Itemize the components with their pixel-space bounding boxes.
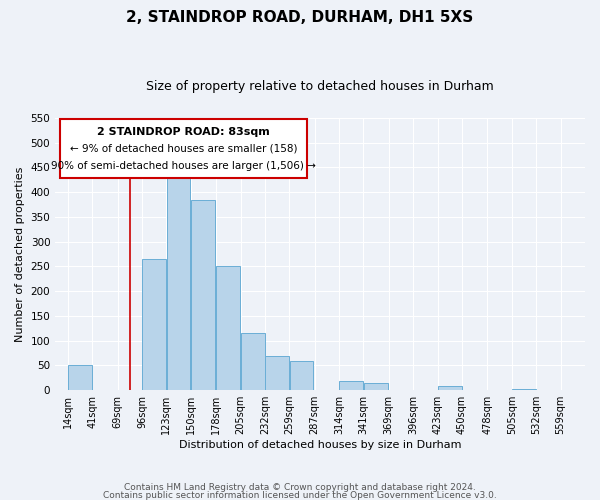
Text: ← 9% of detached houses are smaller (158): ← 9% of detached houses are smaller (158… <box>70 144 298 154</box>
Bar <box>241 333 265 390</box>
Text: Contains HM Land Registry data © Crown copyright and database right 2024.: Contains HM Land Registry data © Crown c… <box>124 483 476 492</box>
Bar <box>167 177 190 390</box>
FancyBboxPatch shape <box>61 119 307 178</box>
Bar <box>191 200 215 390</box>
Bar <box>142 259 166 390</box>
Bar <box>290 362 313 390</box>
Y-axis label: Number of detached properties: Number of detached properties <box>15 166 25 342</box>
Text: 2 STAINDROP ROAD: 83sqm: 2 STAINDROP ROAD: 83sqm <box>97 128 270 138</box>
Bar <box>438 386 461 390</box>
Bar <box>512 389 536 390</box>
Bar <box>340 382 363 390</box>
Bar <box>217 266 240 390</box>
Bar <box>68 366 92 390</box>
Text: Contains public sector information licensed under the Open Government Licence v3: Contains public sector information licen… <box>103 492 497 500</box>
Title: Size of property relative to detached houses in Durham: Size of property relative to detached ho… <box>146 80 494 93</box>
X-axis label: Distribution of detached houses by size in Durham: Distribution of detached houses by size … <box>179 440 461 450</box>
Bar <box>265 356 289 390</box>
Text: 2, STAINDROP ROAD, DURHAM, DH1 5XS: 2, STAINDROP ROAD, DURHAM, DH1 5XS <box>127 10 473 25</box>
Bar <box>364 383 388 390</box>
Text: 90% of semi-detached houses are larger (1,506) →: 90% of semi-detached houses are larger (… <box>51 162 316 172</box>
